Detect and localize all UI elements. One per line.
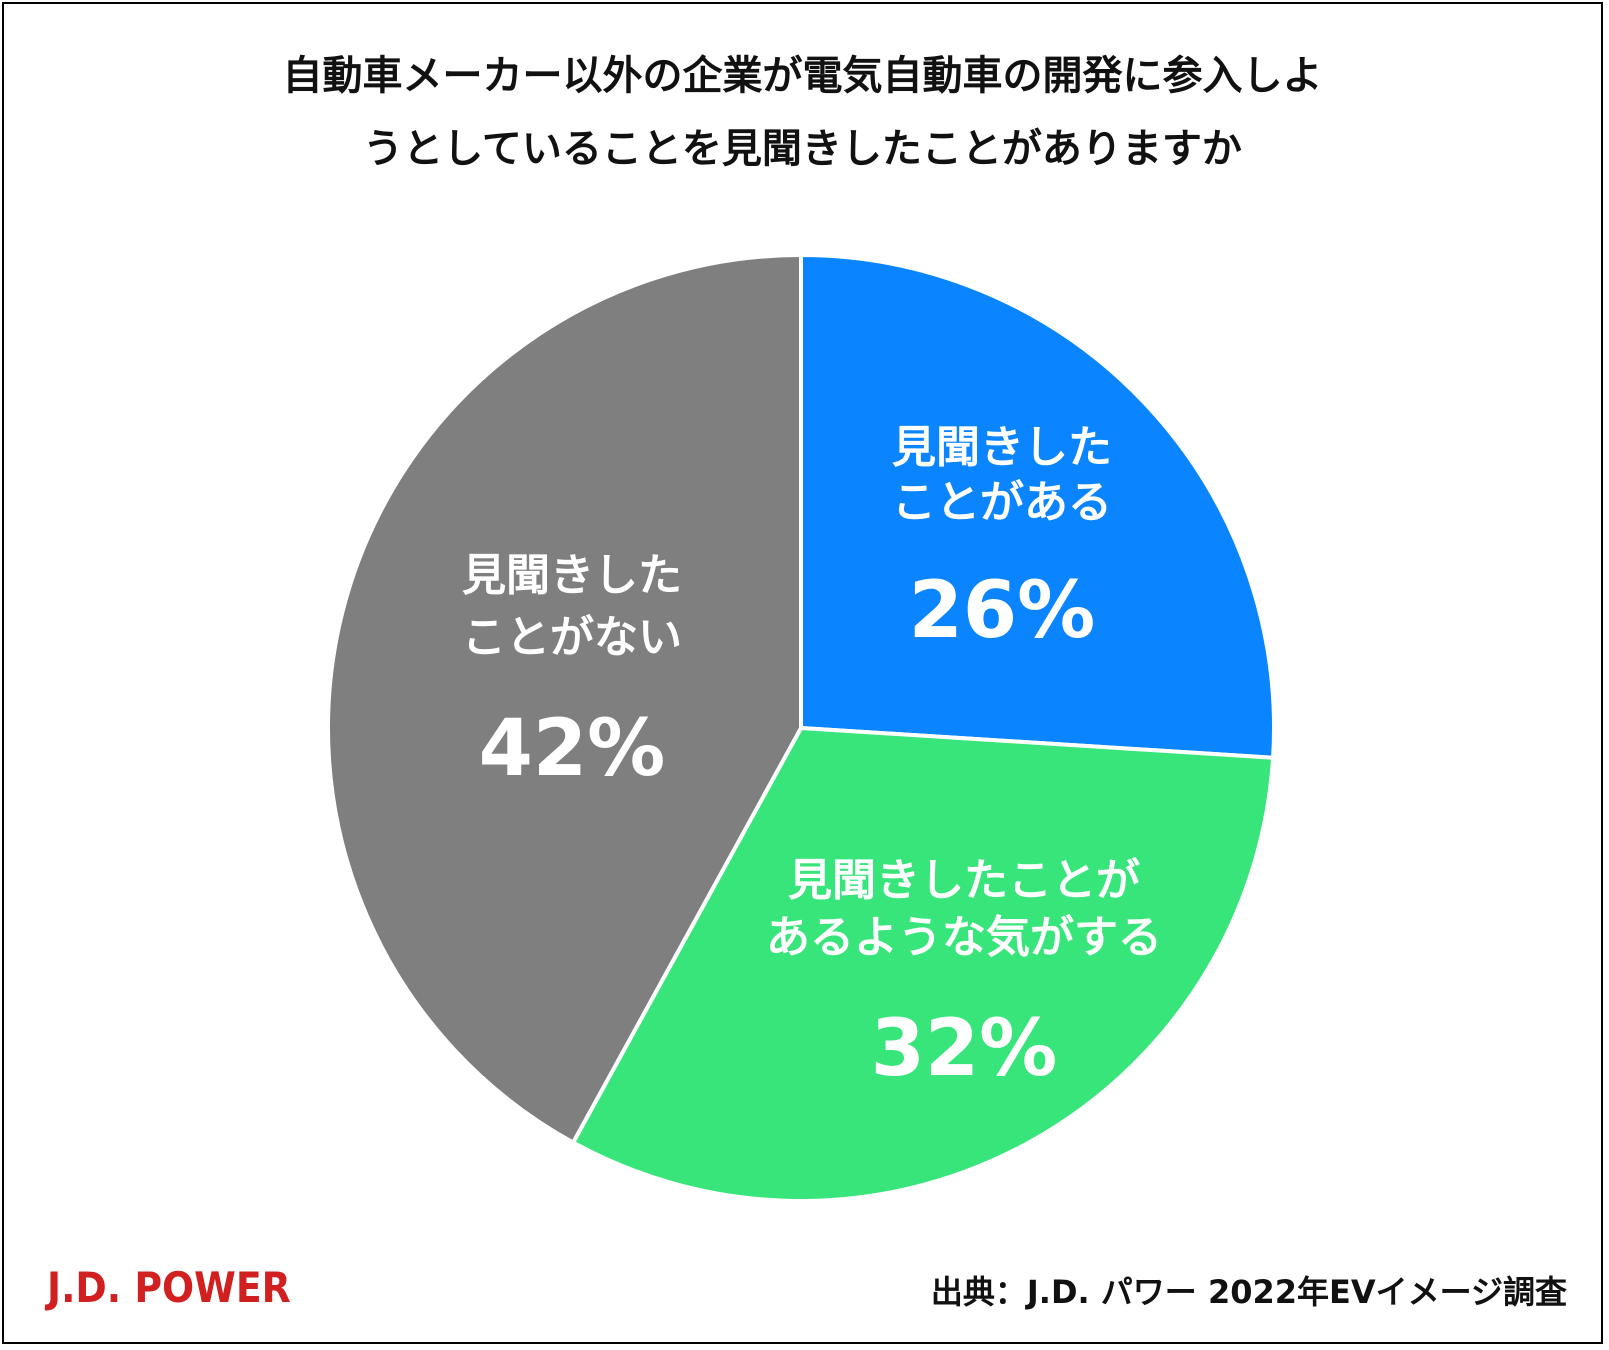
slice-1-label-line-1: 見聞きした: [892, 422, 1112, 473]
slice-1-label-line-2: ことがある: [892, 477, 1112, 528]
slice-1-value-label: 26%: [909, 566, 1096, 656]
slice-3-value-label: 42%: [479, 704, 666, 794]
pie-slice-3: [326, 252, 803, 1146]
pie-slice-1: [799, 252, 1276, 760]
slice-3-label-line-1: 見聞きした: [462, 550, 682, 601]
title-line-1: 自動車メーカー以外の企業が電気自動車の開発に参入しよ: [282, 53, 1323, 99]
chart-title: 自動車メーカー以外の企業が電気自動車の開発に参入しよ うとしていることを見聞きし…: [0, 40, 1605, 186]
slice-3-label-line-2: ことがない: [462, 612, 682, 663]
source-note: 出典：J.D. パワー 2022年EVイメージ調査: [930, 1273, 1567, 1311]
jdpower-logo: J.D. POWER: [47, 1263, 291, 1312]
slice-2-label-line-2: あるような気がする: [766, 912, 1162, 963]
pie-slice-2: [570, 725, 1276, 1203]
title-line-2: うとしていることを見聞きしたことがありますか: [363, 126, 1242, 172]
slice-2-label-line-1: 見聞きしたことが: [788, 855, 1140, 906]
slice-2-value-label: 32%: [871, 1004, 1058, 1094]
